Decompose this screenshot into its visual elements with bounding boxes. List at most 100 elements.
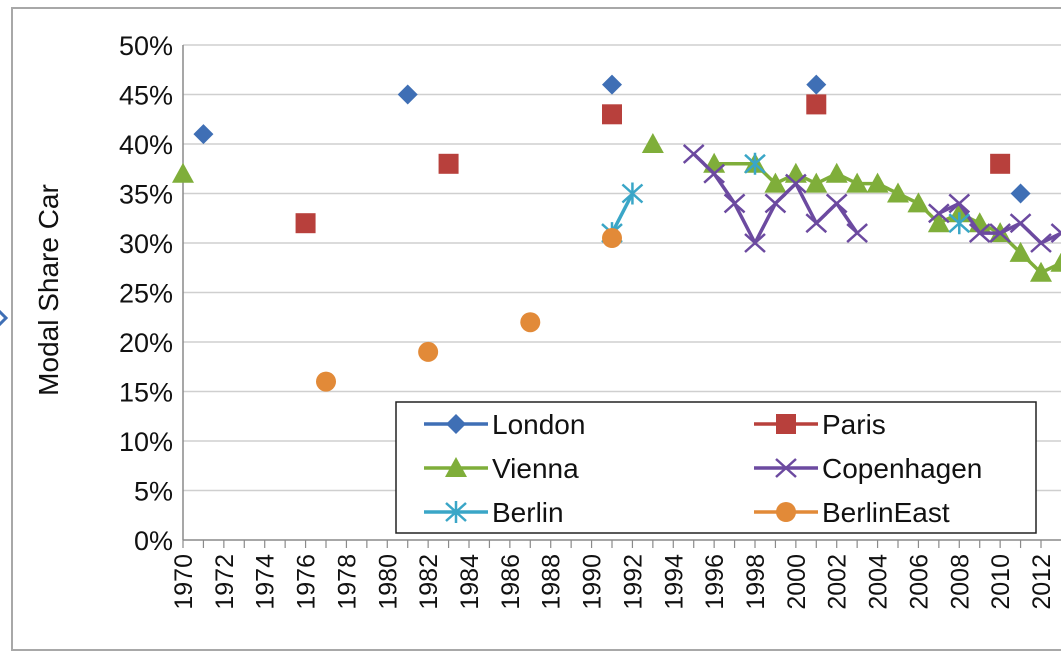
data-point [1050,252,1061,272]
data-point [1009,241,1032,262]
data-point [172,162,194,183]
data-point [805,213,828,234]
x-tick-label: 2012 [1028,554,1056,610]
legend-label: Vienna [492,453,579,484]
data-point [1009,213,1032,234]
legend-marker [446,414,466,434]
legend-marker [445,457,467,477]
x-tick-label: 1980 [374,554,402,610]
x-tick-label: 1970 [170,554,198,610]
x-tick-label: 1972 [211,554,239,610]
legend-label: Berlin [492,497,564,528]
data-point [825,162,848,183]
data-point [806,74,827,95]
data-point [825,193,848,214]
data-point [438,153,459,174]
series-copenhagen [682,143,1061,253]
data-point [866,172,889,193]
x-tick-label: 1996 [701,554,729,610]
legend-item-vienna: Vienna [424,453,579,484]
x-tick-label: 2010 [987,554,1015,610]
y-tick-label: 5% [134,477,173,507]
data-point [887,182,909,203]
data-point [785,173,807,194]
data-point [602,74,622,95]
y-tick-label: 20% [119,328,173,358]
data-point [846,172,869,193]
legend: London Paris Vienna Copenhagen Berlin BerlinE… [395,401,1037,534]
data-point [907,192,930,213]
data-point [968,223,991,244]
legend-box [395,401,1037,534]
legend-item-london: London [424,409,585,440]
x-tick-label: 1988 [538,554,566,610]
data-point [193,124,214,145]
x-tick-label: 1986 [497,554,525,610]
x-tick-label: 1982 [415,554,443,610]
legend-marker [776,502,796,522]
data-point [1030,233,1052,253]
data-point [682,143,705,164]
data-point [948,212,971,235]
data-point [744,152,766,175]
y-tick-label: 10% [119,427,173,457]
series-berlineast [316,228,622,392]
data-point [621,182,644,205]
legend-item-berlineast: BerlinEast [754,497,950,528]
y-tick-label: 40% [119,130,173,160]
chevron-right-icon [0,309,9,327]
x-tick-label: 2000 [783,554,811,610]
data-point [397,84,418,105]
y-axis-label: Modal Share Car [33,184,64,396]
series-paris [295,94,1011,234]
x-tick-label: 1998 [742,554,770,610]
series [172,74,1061,392]
series-berlin [601,152,971,245]
x-tick-label: 1994 [660,554,688,610]
x-tick-label: 2002 [824,554,852,610]
x-tick-label: 1974 [252,554,280,610]
data-point [764,193,787,214]
legend-item-copenhagen: Copenhagen [754,453,982,484]
x-tick-label: 2004 [865,554,893,610]
y-tick-label: 45% [119,81,173,111]
data-point [1050,223,1061,244]
legend-label: London [492,409,585,440]
legend-label: BerlinEast [822,497,950,528]
data-point [602,104,622,125]
x-tick-label: 1976 [293,554,321,610]
x-tick-label: 1984 [456,554,484,610]
legend-label: Copenhagen [822,453,982,484]
legend-marker [445,501,467,523]
legend-item-berlin: Berlin [424,497,564,528]
x-tick-label: 1978 [333,554,361,610]
y-tick-label: 35% [119,180,173,210]
y-tick-label: 25% [119,279,173,309]
data-point [764,172,787,193]
y-tick-label: 50% [119,31,173,61]
series-london [193,74,1031,204]
data-point [805,172,828,193]
data-point [641,133,664,153]
legend-label: Paris [822,409,886,440]
data-point [927,212,950,233]
data-point [418,341,439,362]
data-point [295,213,316,234]
data-point [928,203,950,224]
axes: 0% 5% 10% 15% 20% 25% 30% 35% 40% 45% 50% 1970 1972 1… [119,31,1061,610]
data-point [846,223,868,244]
legend-item-paris: Paris [754,409,886,440]
x-tick-label: 1990 [579,554,607,610]
y-tick-label: 15% [119,378,173,408]
data-point [948,193,971,214]
series-line [610,192,634,234]
legend-marker [776,414,796,434]
data-point [520,312,541,333]
data-point [602,228,622,249]
data-point [744,233,766,253]
data-point [723,193,746,214]
data-point [1010,183,1031,204]
x-tick-label: 1992 [619,554,647,610]
